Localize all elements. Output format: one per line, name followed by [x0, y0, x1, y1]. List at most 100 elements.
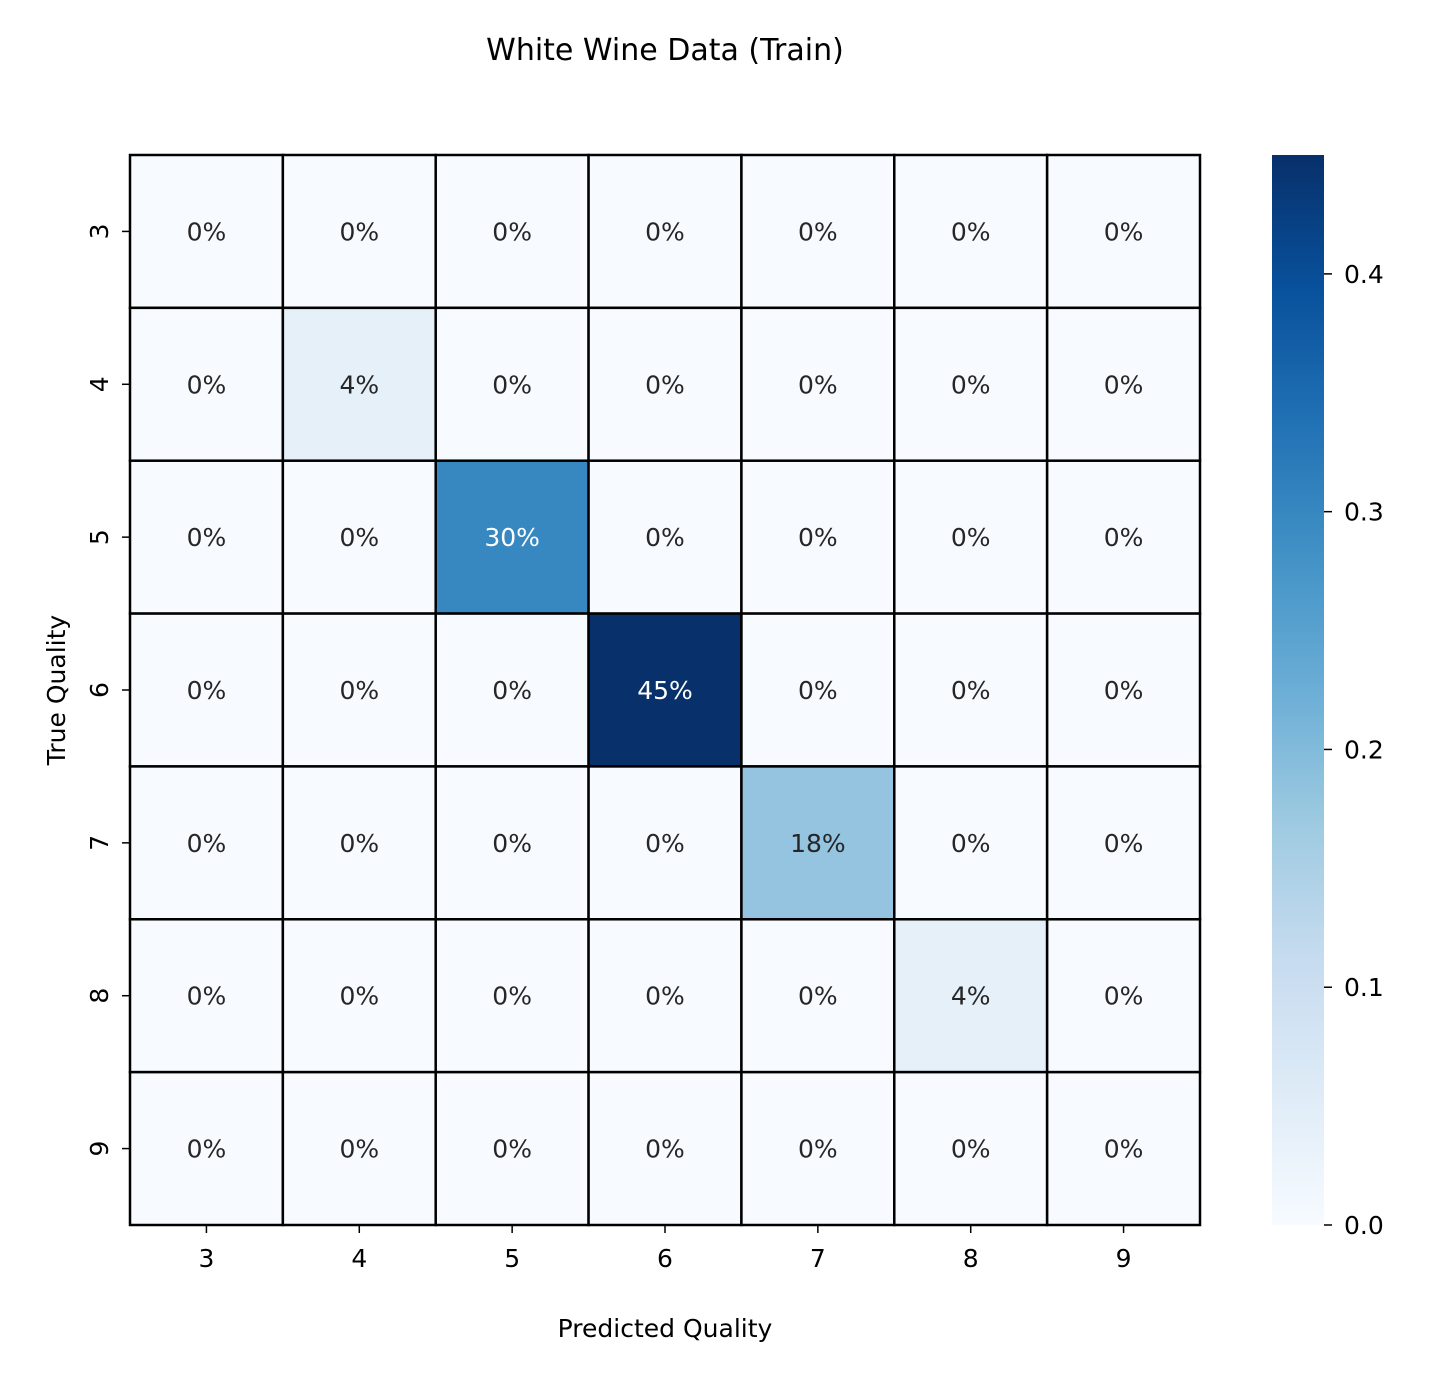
- heatmap-cell: [740, 918, 896, 1074]
- colorbar-tick-label: 0.0: [1344, 1211, 1384, 1240]
- colorbar-tick-label: 0.3: [1344, 498, 1384, 527]
- heatmap-cell: [587, 459, 743, 615]
- cell-value-label: 0%: [187, 523, 227, 552]
- cell-value-label: 0%: [645, 1135, 685, 1164]
- cell-value-label: 0%: [951, 523, 991, 552]
- cell-value-label: 0%: [1104, 982, 1144, 1011]
- cell-value-label: 4%: [951, 982, 991, 1011]
- cell-value-label: 0%: [645, 370, 685, 399]
- y-tick-label: 3: [85, 223, 114, 239]
- y-tick-label: 8: [85, 988, 114, 1004]
- heatmap-cell: [587, 612, 743, 768]
- heatmap-cell: [128, 1070, 285, 1227]
- cell-value-label: 0%: [492, 217, 532, 246]
- heatmap-cell: [434, 765, 590, 921]
- chart-title: White Wine Data (Train): [486, 33, 844, 68]
- colorbar-gradient: [1272, 155, 1324, 1225]
- heatmap-cells: 0% 0% 0% 0% 0% 0% 0% 0% 4% 0% 0% 0% 0% 0% 0% 0% 30% 0% 0% 0…: [128, 153, 1202, 1227]
- cell-value-label: 0%: [951, 829, 991, 858]
- cell-value-label: 0%: [492, 982, 532, 1011]
- heatmap-cell: [281, 153, 437, 310]
- y-tick-label: 4: [85, 376, 114, 392]
- cell-value-label: 0%: [339, 982, 379, 1011]
- x-tick-label: 9: [1116, 1244, 1132, 1273]
- colorbar-tick-label: 0.4: [1344, 260, 1384, 289]
- cell-value-label: 4%: [339, 370, 379, 399]
- cell-value-label: 0%: [951, 217, 991, 246]
- cell-value-label: 0%: [798, 217, 838, 246]
- x-tick-label: 6: [657, 1244, 673, 1273]
- heatmap-cell: [893, 1070, 1049, 1227]
- heatmap-cell: [281, 459, 437, 615]
- x-axis-ticks: 3 4 5 6 7 8 9: [198, 1225, 1132, 1273]
- cell-value-label: 0%: [492, 829, 532, 858]
- cell-value-label: 0%: [339, 1135, 379, 1164]
- heatmap-cell: [740, 1070, 896, 1227]
- y-tick-label: 5: [85, 529, 114, 545]
- heatmap-cell: [893, 459, 1049, 615]
- heatmap-cell: [128, 153, 285, 310]
- cell-value-label: 0%: [492, 370, 532, 399]
- y-tick-label: 6: [85, 682, 114, 698]
- y-tick-label: 9: [85, 1141, 114, 1157]
- cell-value-label: 0%: [339, 676, 379, 705]
- cell-value-label: 0%: [951, 1135, 991, 1164]
- cell-value-label: 0%: [798, 982, 838, 1011]
- colorbar: 0.0 0.1 0.2 0.3 0.4: [1272, 155, 1384, 1240]
- heatmap-cell: [128, 918, 285, 1074]
- x-axis-label: Predicted Quality: [558, 1314, 773, 1343]
- heatmap-cell: [893, 153, 1049, 310]
- cell-value-label: 0%: [645, 829, 685, 858]
- heatmap-cell: [740, 459, 896, 615]
- cell-value-label: 0%: [1104, 829, 1144, 858]
- heatmap-cell: [128, 612, 285, 768]
- heatmap-cell: [1045, 612, 1202, 768]
- heatmap-cell: [587, 918, 743, 1074]
- heatmap-cell: [1045, 918, 1202, 1074]
- cell-value-label: 0%: [1104, 676, 1144, 705]
- cell-value-label: 0%: [645, 217, 685, 246]
- cell-value-label: 0%: [951, 676, 991, 705]
- cell-value-label: 45%: [637, 676, 693, 705]
- cell-value-label: 0%: [1104, 1135, 1144, 1164]
- cell-value-label: 0%: [798, 370, 838, 399]
- heatmap-cell: [1045, 1070, 1202, 1227]
- colorbar-tick-label: 0.1: [1344, 973, 1384, 1002]
- cell-value-label: 0%: [1104, 217, 1144, 246]
- cell-value-label: 30%: [484, 523, 540, 552]
- colorbar-tick-label: 0.2: [1344, 735, 1384, 764]
- cell-value-label: 0%: [339, 829, 379, 858]
- y-tick-label: 7: [85, 835, 114, 851]
- cell-value-label: 0%: [187, 982, 227, 1011]
- heatmap-cell: [587, 1070, 743, 1227]
- cell-value-label: 0%: [798, 676, 838, 705]
- heatmap-cell: [740, 306, 896, 462]
- cell-value-label: 0%: [339, 523, 379, 552]
- y-axis-ticks: 3 4 5 6 7 8 9: [85, 223, 130, 1157]
- cell-value-label: 0%: [492, 1135, 532, 1164]
- y-axis-label: True Quality: [42, 615, 71, 767]
- cell-value-label: 0%: [187, 829, 227, 858]
- x-tick-label: 4: [351, 1244, 367, 1273]
- cell-value-label: 0%: [1104, 370, 1144, 399]
- cell-value-label: 0%: [339, 217, 379, 246]
- heatmap-cell: [1045, 459, 1202, 615]
- cell-value-label: 0%: [492, 676, 532, 705]
- x-tick-label: 8: [963, 1244, 979, 1273]
- x-tick-label: 7: [810, 1244, 826, 1273]
- heatmap-cell: [893, 612, 1049, 768]
- cell-value-label: 0%: [645, 523, 685, 552]
- cell-value-label: 0%: [187, 370, 227, 399]
- cell-value-label: 0%: [645, 982, 685, 1011]
- heatmap-cell: [434, 459, 590, 615]
- heatmap-cell: [434, 306, 590, 462]
- cell-value-label: 0%: [187, 676, 227, 705]
- heatmap-cell: [434, 153, 590, 310]
- x-tick-label: 5: [504, 1244, 520, 1273]
- heatmap-cell: [281, 918, 437, 1074]
- cell-value-label: 0%: [187, 1135, 227, 1164]
- x-tick-label: 3: [198, 1244, 214, 1273]
- cell-value-label: 0%: [951, 370, 991, 399]
- cell-value-label: 18%: [790, 829, 846, 858]
